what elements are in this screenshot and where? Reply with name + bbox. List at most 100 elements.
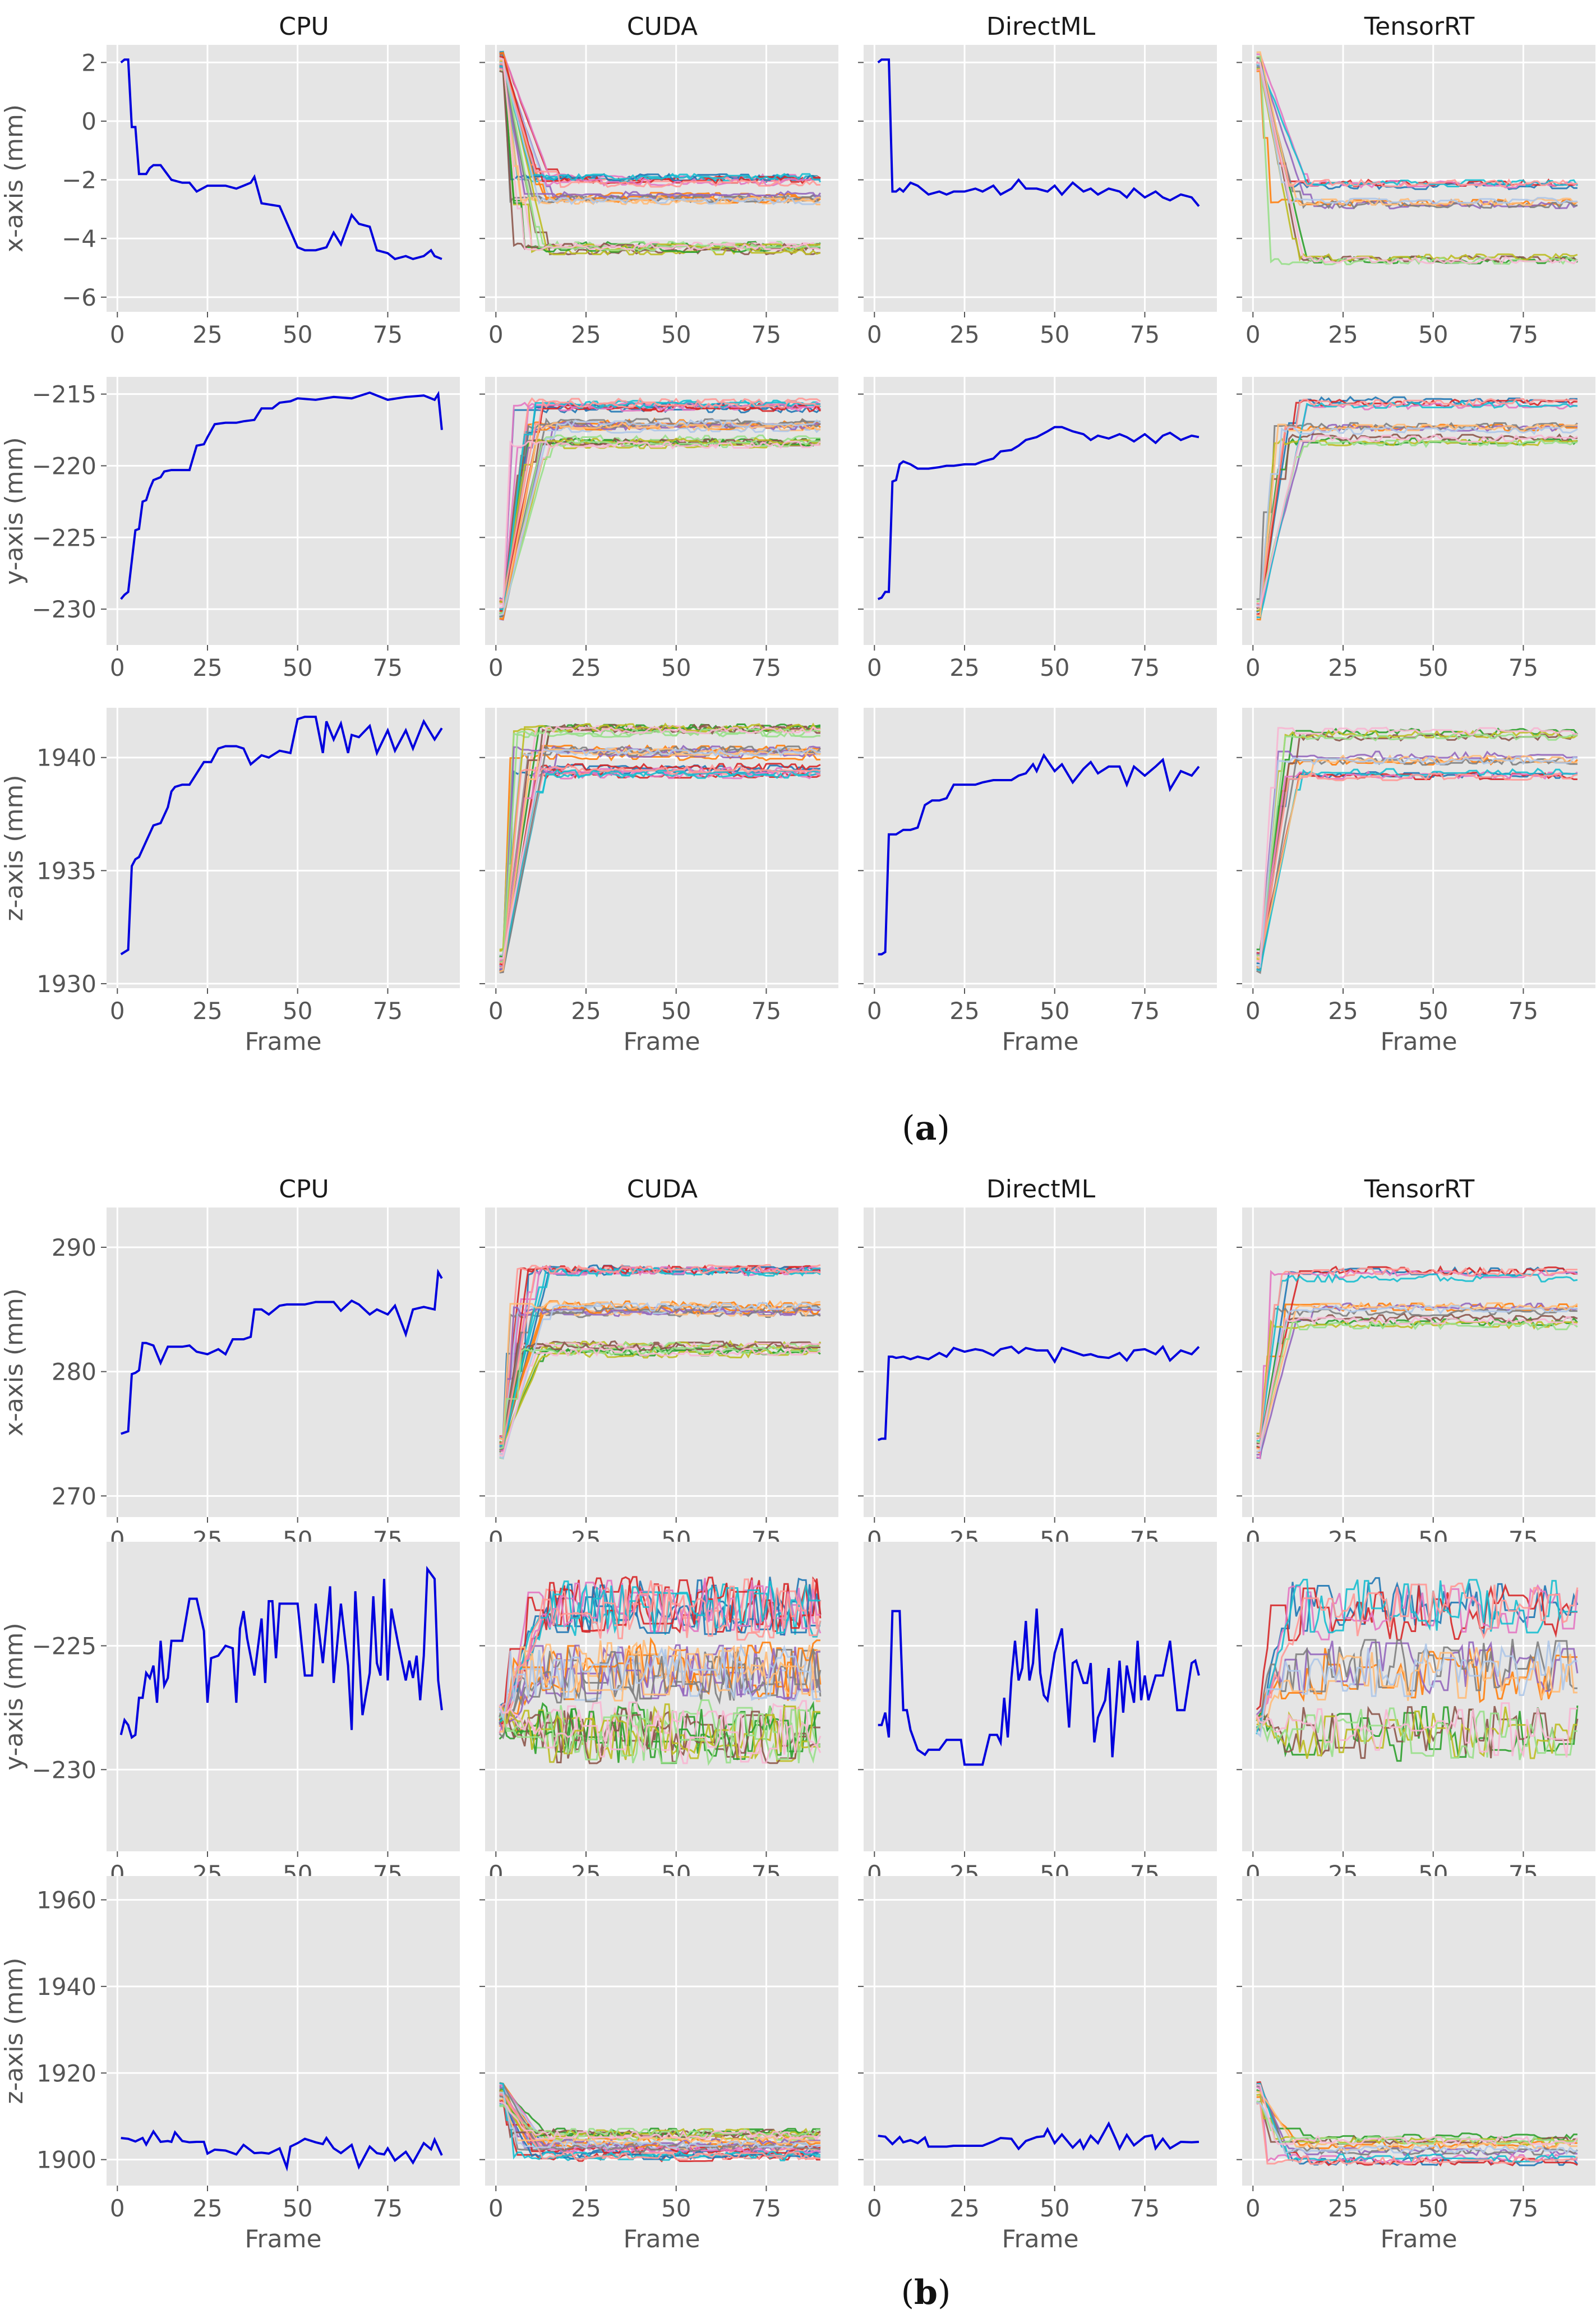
series-line-tensorrt-1 — [1256, 1302, 1577, 1454]
series-line-tensorrt-8 — [1256, 1706, 1577, 1759]
x-tick-label: 0 — [1246, 2195, 1261, 2222]
series-line-cuda-28 — [499, 1302, 820, 1460]
y-tick-label: −220 — [32, 452, 96, 480]
series-line-cuda-22 — [499, 1648, 822, 1721]
series-line-cuda-10 — [499, 422, 820, 604]
x-tick-label: 50 — [1040, 2195, 1069, 2222]
series-line-cuda-27 — [499, 2092, 821, 2160]
panel-a-y-directml: 0 25 50 75 — [858, 377, 1217, 681]
series-line-cuda-27 — [499, 400, 820, 601]
series-line-tensorrt-10 — [1256, 754, 1577, 960]
x-tick-label: 75 — [1130, 654, 1160, 681]
x-tick-label: 75 — [1130, 2195, 1160, 2222]
x-tick-label: 25 — [192, 2195, 222, 2222]
caption-a-letter: a — [915, 1109, 937, 1148]
y-tick-label: 1940 — [36, 1973, 96, 2001]
series-line-tensorrt-3 — [1256, 1265, 1577, 1449]
x-tick-label: 0 — [488, 654, 504, 681]
col-title-directml-a: DirectML — [986, 12, 1096, 41]
series-line-cuda-29 — [499, 725, 820, 959]
x-tick-label: 0 — [110, 321, 125, 348]
panel-background — [864, 45, 1217, 312]
x-tick-label: 25 — [571, 997, 601, 1025]
column-titles-a: CPU CUDA DirectML TensorRT — [279, 12, 1474, 41]
series-line-tensorrt-7 — [1256, 1639, 1577, 1732]
series-group — [1256, 395, 1578, 621]
x-tick-label: 75 — [751, 654, 781, 681]
x-axis-label: Frame — [623, 1027, 700, 1056]
x-tick-label: 0 — [488, 997, 504, 1025]
panel-background — [1242, 377, 1595, 645]
caption-b: (b) — [901, 2273, 951, 2312]
x-tick-label: 25 — [1328, 2195, 1358, 2222]
series-line-cuda-20 — [499, 1341, 820, 1445]
x-axis-label: Frame — [1380, 1027, 1457, 1056]
series-line-tensorrt-14 — [1256, 2084, 1579, 2145]
y-tick-label: −230 — [32, 1756, 96, 1783]
series-group — [499, 722, 822, 974]
x-tick-label: 25 — [949, 2195, 979, 2222]
series-line-cuda-29 — [499, 440, 821, 609]
series-line-directml — [878, 1344, 1200, 1441]
series-line-tensorrt-10 — [1256, 1647, 1577, 1730]
series-line-tensorrt-2 — [1256, 727, 1579, 951]
series-group — [499, 1576, 822, 1766]
series-group — [499, 2082, 822, 2163]
series-line-cuda-14 — [499, 1700, 822, 1754]
series-line-tensorrt-13 — [1256, 1304, 1577, 1453]
x-axis-label: Frame — [1002, 2225, 1078, 2253]
panel-background — [864, 1207, 1217, 1517]
series-line-tensorrt-12 — [1256, 68, 1577, 187]
x-tick-label: 50 — [661, 997, 691, 1025]
panel-background — [1242, 1207, 1595, 1517]
series-line-cuda-29 — [499, 1347, 821, 1457]
series-line-tensorrt-12 — [1256, 1582, 1579, 1720]
series-line-cuda-14 — [499, 1341, 820, 1453]
x-tick-label: 25 — [571, 321, 601, 348]
series-line-tensorrt-9 — [1256, 1579, 1577, 1735]
y-axis-label: y-axis (mm) — [0, 1623, 29, 1770]
series-line-cuda-23 — [499, 437, 820, 603]
col-title-cuda-b: CUDA — [627, 1175, 698, 1204]
series-line-cuda-24 — [499, 400, 820, 611]
x-tick-label: 50 — [283, 321, 312, 348]
series-group — [1256, 1265, 1579, 1460]
panel-a-z-cpu: 0 25 50 75 1940 1935 1930 z-axis (mm) Frame — [0, 708, 460, 1056]
caption-b-close: ) — [938, 2273, 951, 2312]
row-a-x: 0 25 50 75 2 0 −2 −4 −6 x-axis (mm) 0 25 50 75 0 25 50 75… — [0, 45, 1595, 348]
x-tick-label: 25 — [1328, 321, 1358, 348]
x-tick-label: 50 — [1418, 321, 1448, 348]
panel-background — [107, 45, 460, 312]
series-line-tensorrt-12 — [1256, 772, 1578, 962]
x-tick-label: 0 — [867, 654, 882, 681]
caption-a-open: ( — [902, 1109, 915, 1148]
series-group — [119, 1565, 443, 1740]
series-line-tensorrt-13 — [1256, 426, 1578, 607]
series-line-directml — [878, 1608, 1200, 1766]
x-tick-label: 75 — [751, 321, 781, 348]
y-tick-label: 1960 — [36, 1886, 96, 1914]
y-tick-label: −225 — [32, 524, 96, 551]
x-tick-label: 0 — [110, 997, 125, 1025]
y-tick-label: 1940 — [36, 744, 96, 772]
series-line-cuda-28 — [499, 61, 820, 205]
series-group — [1256, 51, 1579, 265]
x-tick-label: 50 — [1418, 997, 1448, 1025]
x-tick-label: 75 — [373, 997, 403, 1025]
series-line-tensorrt-14 — [1256, 62, 1578, 265]
x-tick-label: 25 — [949, 321, 979, 348]
x-tick-label: 75 — [373, 321, 403, 348]
y-axis-label: z-axis (mm) — [0, 1957, 29, 2104]
x-tick-label: 25 — [949, 997, 979, 1025]
y-tick-label: 290 — [52, 1234, 96, 1261]
series-line-directml — [877, 426, 1200, 601]
series-line-cuda-25 — [499, 1300, 821, 1441]
panel-a-y-tensorrt: 0 25 50 75 — [1237, 377, 1595, 681]
x-tick-label: 75 — [1509, 654, 1538, 681]
series-line-cuda-29 — [499, 2101, 821, 2140]
x-tick-label: 0 — [867, 997, 882, 1025]
